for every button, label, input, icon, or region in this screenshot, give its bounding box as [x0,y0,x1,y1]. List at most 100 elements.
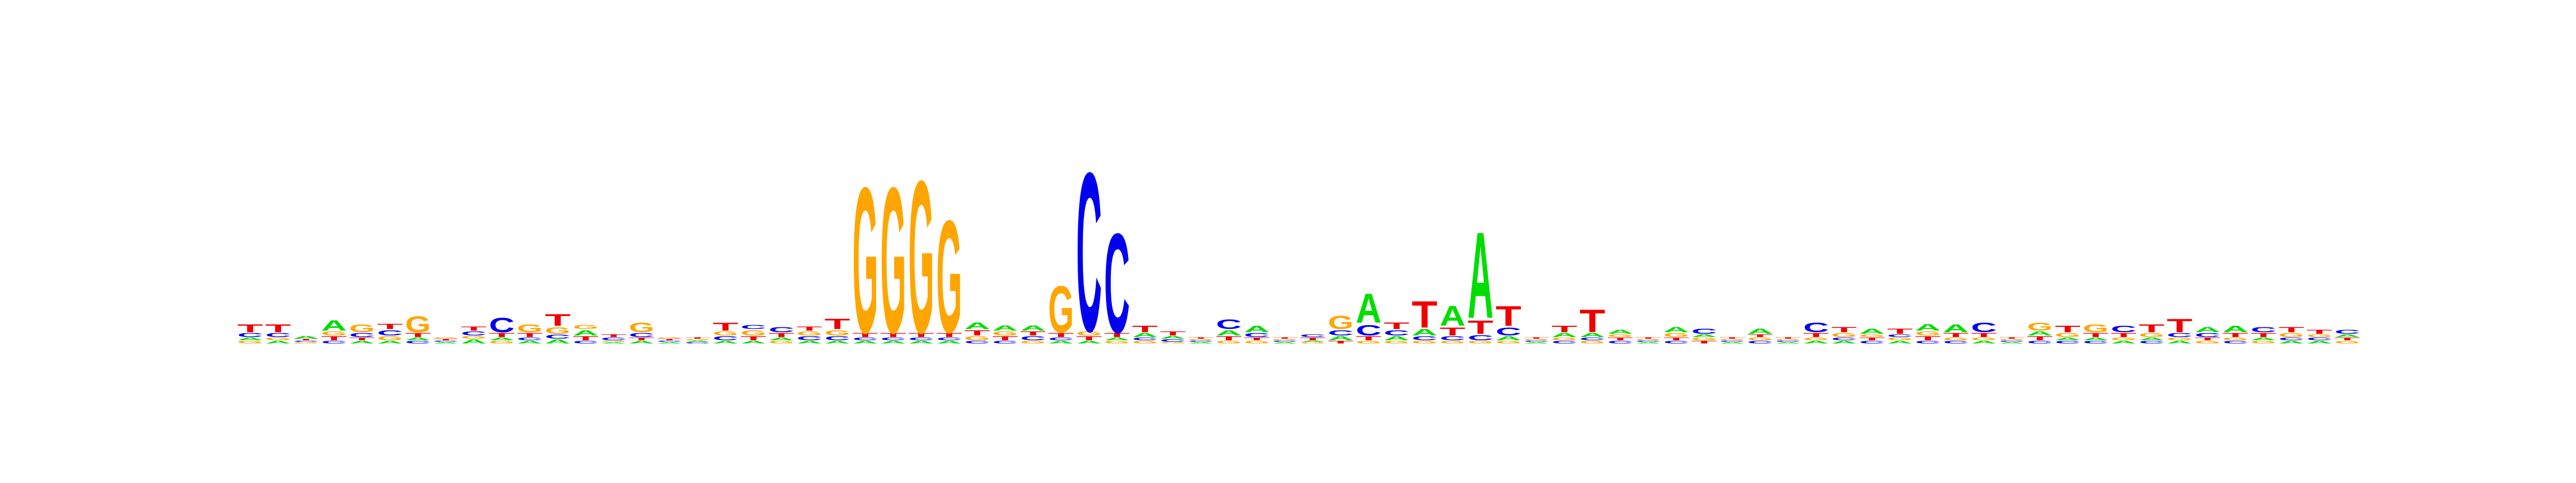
logo-letter-G: G [2334,340,2360,345]
logo-letter-G: G [824,329,850,337]
logo-letter-A: A [1020,324,1046,333]
logo-letter-C: C [1048,337,1074,341]
logo-letter-G: G [1160,342,1186,344]
logo-letter-T: T [1244,337,1270,341]
logo-letter-T: T [1104,332,1130,338]
logo-letter-G: G [2027,320,2053,333]
logo-letter-A: A [1719,342,1745,344]
logo-letter-C: C [1719,340,1745,342]
logo-letter-T: T [1859,337,1885,341]
logo-letter-G: G [433,337,459,339]
logo-letter-T: T [1999,337,2025,339]
logo-letter-G: G [2083,322,2109,335]
logo-letter-C: C [1020,335,1046,342]
logo-letter-A: A [741,340,766,345]
logo-letter-A: A [909,340,934,345]
logo-letter-C: C [2139,340,2164,345]
logo-letter-T: T [1048,332,1074,338]
logo-letter-T: T [461,325,487,332]
logo-letter-A: A [489,337,515,341]
logo-letter-A: A [1384,335,1409,342]
logo-letter-G: G [992,331,1018,337]
logo-letter-A: A [601,342,626,344]
logo-letter-G: G [1999,339,2025,341]
logo-letter-C: C [461,331,487,337]
logo-letter-A: A [1440,300,1466,332]
logo-letter-T: T [433,339,459,341]
logo-letter-A: A [1692,334,1717,338]
logo-letter-A: A [852,340,878,345]
logo-letter-G: G [1692,337,1717,341]
logo-letter-A: A [573,329,598,338]
logo-letter-A: A [1524,342,1549,344]
logo-letter-C: C [1524,340,1549,342]
logo-letter-G: G [1552,337,1577,341]
logo-letter-C: C [796,335,822,342]
logo-letter-G: G [1915,331,1941,337]
logo-letter-C: C [992,340,1018,345]
logo-letter-G: G [909,136,934,379]
logo-letter-T: T [909,332,934,338]
logo-letter-G: G [1412,340,1438,345]
logo-letter-C: C [1272,340,1298,342]
logo-letter-A: A [2139,337,2164,341]
logo-letter-G: G [1300,342,1326,344]
logo-letter-G: G [517,322,543,335]
logo-letter-G: G [741,329,766,337]
logo-letter-G: G [685,339,711,341]
logo-letter-T: T [2279,325,2304,334]
logo-letter-T: T [713,320,738,333]
logo-letter-C: C [1188,340,1214,342]
logo-letter-C: C [1132,337,1158,341]
logo-letter-T: T [1692,340,1717,345]
logo-letter-T: T [1188,337,1214,339]
logo-letter-G: G [601,340,626,342]
logo-letter-A: A [377,340,403,345]
logo-letter-C: C [1999,340,2025,342]
logo-letter-C: C [824,335,850,342]
logo-letter-A: A [1076,340,1102,345]
logo-letter-T: T [1160,330,1186,336]
logo-letter-G: G [489,340,515,345]
logo-letter-A: A [1663,326,1689,334]
logo-letter-G: G [405,312,431,337]
logo-letter-C: C [1887,334,1913,338]
logo-letter-G: G [2111,337,2136,341]
logo-letter-T: T [1020,330,1046,336]
logo-letter-C: C [1328,329,1353,338]
logo-letter-T: T [2194,337,2220,341]
logo-letter-A: A [1859,327,1885,336]
logo-letter-G: G [1328,312,1353,333]
logo-letter-C: C [573,340,598,345]
logo-letter-C: C [741,324,766,331]
